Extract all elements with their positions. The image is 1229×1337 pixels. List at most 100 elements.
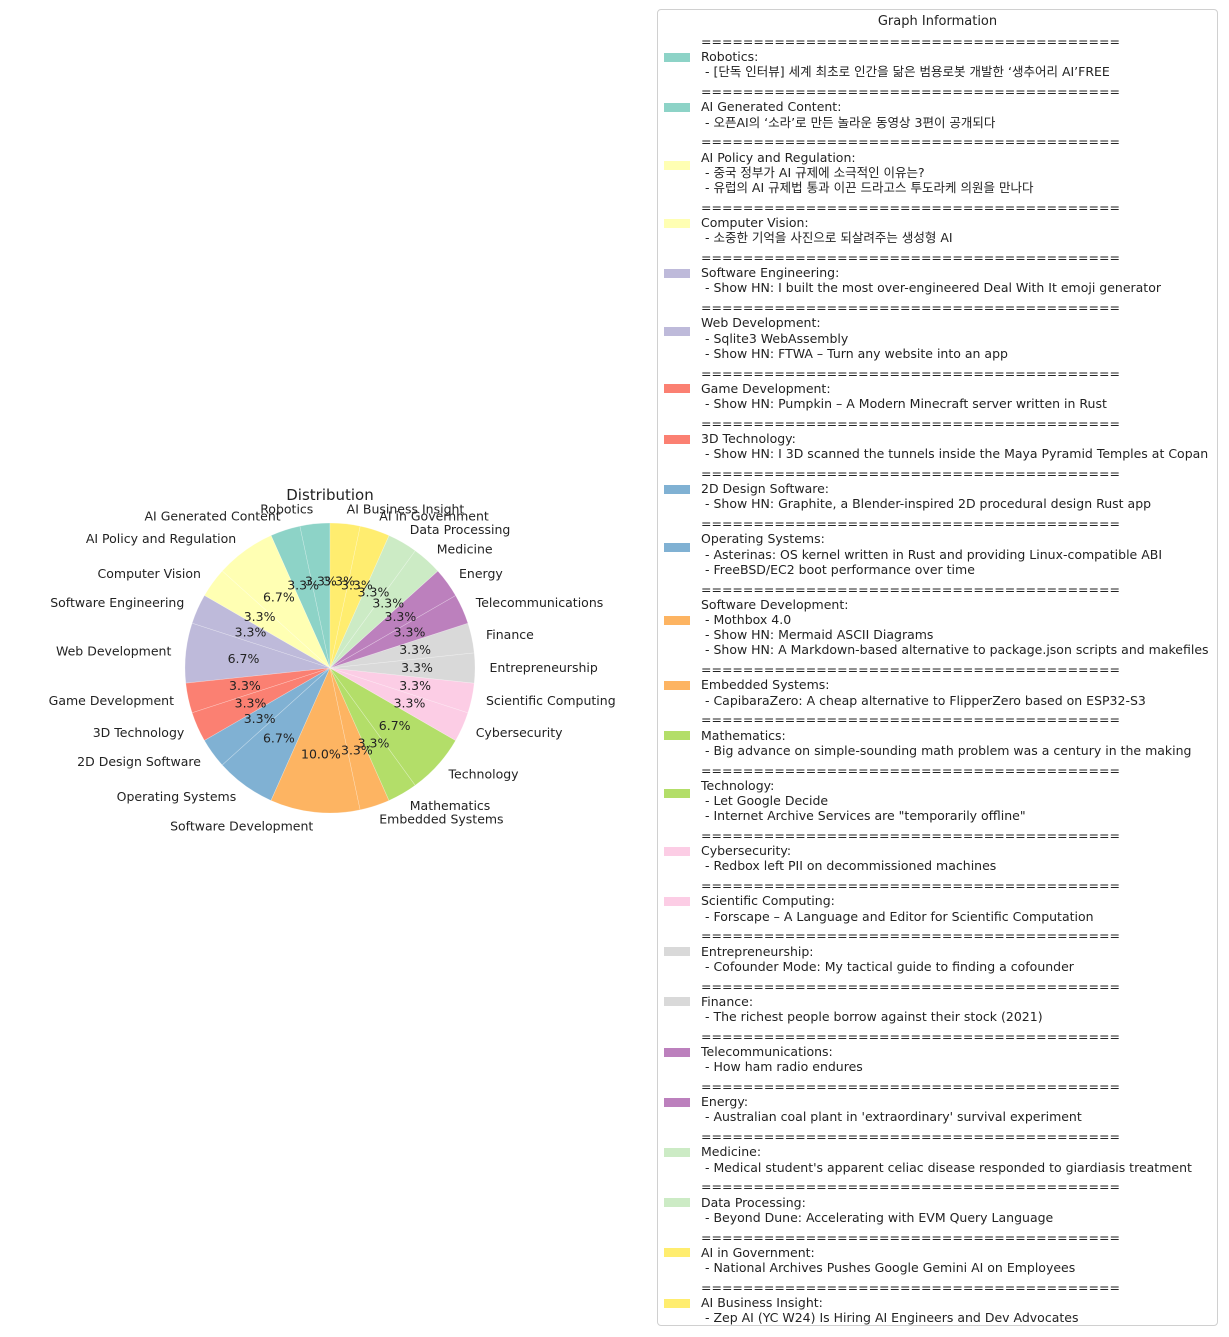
legend-entry-cybersecurity: ========================================… [658, 828, 1217, 874]
pie-slice-ai-in-government [329, 525, 390, 669]
pct-label-entrepreneurship: 3.3% [401, 660, 433, 675]
category-label-telecommunications: Telecommunications [475, 595, 604, 610]
legend-swatch [664, 52, 690, 62]
legend-swatch [664, 1198, 690, 1208]
legend-entry-ai-policy-and-regulation: ========================================… [658, 134, 1217, 195]
legend-item: - 유럽의 AI 규제법 통과 이끈 드라고스 투도라케 의원을 만나다 [701, 180, 1034, 195]
legend-item: - Show HN: Mermaid ASCII Diagrams [701, 627, 934, 643]
legend-category: Computer Vision: [701, 215, 809, 230]
legend-swatch [664, 1147, 690, 1157]
legend-swatch [664, 731, 690, 741]
pct-label-web-development: 6.7% [228, 651, 260, 666]
legend-text: ========================================… [701, 250, 1215, 296]
legend-separator: ======================================== [701, 1129, 1120, 1145]
category-label-ai-business-insight: AI Business Insight [347, 501, 465, 516]
legend-category: Telecommunications: [701, 1044, 833, 1059]
legend-category: Scientific Computing: [701, 893, 835, 909]
legend-entry-mathematics: ========================================… [658, 712, 1217, 758]
legend-separator: ======================================== [701, 928, 1120, 944]
legend-entry-game-development: ========================================… [658, 366, 1217, 412]
legend-text: ========================================… [701, 200, 1215, 246]
category-label-ai-policy-and-regulation: AI Policy and Regulation [86, 531, 236, 546]
pct-label-scientific-computing: 3.3% [399, 678, 431, 693]
legend-entry-energy: ========================================… [658, 1079, 1217, 1125]
legend-text: ========================================… [701, 582, 1215, 658]
pie-slice-game-development [185, 667, 331, 714]
legend-entry-technology: ========================================… [658, 763, 1217, 824]
legend-swatch [664, 1097, 690, 1107]
pct-label-ai-business-insight: 3.3% [323, 573, 355, 588]
legend-item: - Show HN: Pumpkin – A Modern Minecraft … [701, 396, 1107, 411]
pie-slice-scientific-computing [329, 667, 475, 714]
legend-entry-finance: ========================================… [658, 979, 1217, 1025]
legend-item: - The richest people borrow against thei… [701, 1009, 1043, 1024]
legend-swatch [664, 218, 690, 228]
pct-label-software-development: 10.0% [301, 747, 341, 762]
pct-label-mathematics: 3.3% [358, 735, 390, 750]
pct-label-finance: 3.3% [399, 642, 431, 657]
legend-item: - National Archives Pushes Google Gemini… [701, 1260, 1076, 1275]
legend-item: - Let Google Decide [701, 793, 829, 808]
legend-separator: ======================================== [701, 978, 1120, 994]
legend-item: - Mothbox 4.0 [701, 612, 792, 627]
pie-slice-web-development [184, 622, 331, 684]
legend-item: - Zep AI (YC W24) Is Hiring AI Engineers… [701, 1310, 1079, 1326]
legend-entry-3d-technology: ========================================… [658, 416, 1217, 462]
legend-separator: ======================================== [701, 878, 1120, 894]
category-label-computer-vision: Computer Vision [98, 566, 201, 581]
legend-swatch [664, 680, 690, 690]
legend-item: - Sqlite3 WebAssembly [701, 330, 849, 346]
legend-category: Operating Systems: [701, 531, 825, 547]
category-label-energy: Energy [459, 566, 503, 581]
legend-item: - CapibaraZero: A cheap alternative to F… [701, 692, 1146, 708]
pie-slice-software-engineering [191, 595, 331, 669]
legend-separator: ======================================== [701, 662, 1120, 678]
legend-item: - FreeBSD/EC2 boot performance over time [701, 561, 975, 577]
legend-separator: ======================================== [701, 199, 1120, 215]
pct-label-ai-in-government: 3.3% [341, 577, 373, 592]
legend-entry-ai-in-government: ========================================… [658, 1230, 1217, 1276]
category-label-data-processing: Data Processing [410, 522, 511, 537]
legend-item: - Medical student's apparent celiac dise… [701, 1159, 1192, 1175]
pct-label-technology: 6.7% [379, 718, 411, 733]
legend-separator: ======================================== [701, 1179, 1120, 1195]
legend-category: AI Generated Content: [701, 99, 842, 115]
category-label-medicine: Medicine [437, 541, 493, 556]
legend-category: Embedded Systems: [701, 677, 830, 693]
legend-category: Robotics: [701, 49, 759, 65]
legend-text: ========================================… [701, 828, 1215, 874]
category-label-3d-technology: 3D Technology [93, 725, 185, 740]
legend-category: Technology: [701, 777, 775, 793]
legend-swatch [664, 947, 690, 957]
pie-slice-ai-business-insight [329, 522, 361, 669]
pie-slice-cybersecurity [329, 667, 469, 741]
pie-slice-3d-technology [191, 667, 331, 741]
legend-category: Software Development: [701, 596, 849, 612]
legend-item: - How ham radio endures [701, 1059, 863, 1075]
legend-entry-entrepreneurship: ========================================… [658, 928, 1217, 974]
category-label-operating-systems: Operating Systems [117, 789, 237, 804]
legend-item: - Australian coal plant in 'extraordinar… [701, 1109, 1082, 1125]
pie-chart: Distribution 3.3%3.3%6.7%3.3%3.3%6.7%3.3… [49, 486, 616, 834]
category-label-web-development: Web Development [56, 643, 171, 658]
legend-swatch [664, 434, 690, 444]
legend-item: - 중국 정부가 AI 규제에 소극적인 이유는? [701, 164, 925, 180]
legend-category: AI in Government: [701, 1244, 815, 1260]
legend-text: ========================================… [701, 516, 1215, 577]
legend-text: ========================================… [701, 300, 1215, 361]
legend-entry-software-development: ========================================… [658, 582, 1217, 658]
legend-item: - Show HN: I built the most over-enginee… [701, 280, 1161, 296]
pie-percent-labels: 3.3%3.3%6.7%3.3%3.3%6.7%3.3%3.3%3.3%6.7%… [228, 573, 433, 761]
legend-separator: ======================================== [701, 1279, 1120, 1295]
legend-category: Web Development: [701, 315, 821, 331]
legend-text: ========================================… [701, 134, 1215, 195]
legend-separator: ======================================== [701, 828, 1120, 843]
legend-item: - Internet Archive Services are "tempora… [701, 808, 1026, 824]
legend-text: ========================================… [701, 878, 1215, 924]
pct-label-ai-policy-and-regulation: 6.7% [263, 590, 295, 605]
legend-entry-2d-design-software: ========================================… [658, 466, 1217, 512]
pie-slice-medicine [329, 550, 439, 669]
legend-separator: ======================================== [701, 300, 1120, 316]
legend-text: ========================================… [701, 763, 1215, 824]
category-label-technology: Technology [448, 767, 520, 782]
